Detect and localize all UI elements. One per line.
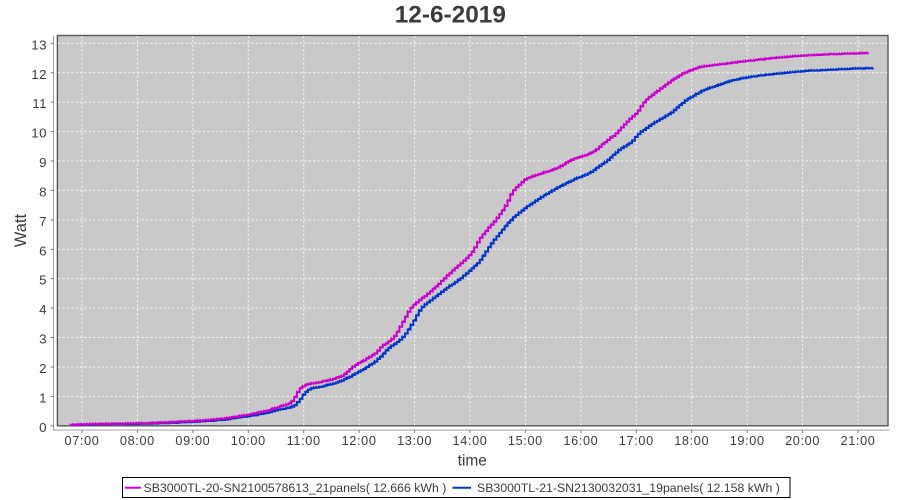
svg-text:1: 1 bbox=[39, 390, 47, 405]
svg-text:16:00: 16:00 bbox=[563, 434, 598, 448]
svg-text:9: 9 bbox=[39, 155, 47, 170]
svg-text:21:00: 21:00 bbox=[841, 434, 876, 448]
svg-text:6: 6 bbox=[39, 243, 47, 258]
svg-text:12: 12 bbox=[31, 67, 47, 82]
svg-text:07:00: 07:00 bbox=[65, 434, 100, 448]
svg-text:11: 11 bbox=[32, 96, 47, 111]
svg-text:3: 3 bbox=[39, 332, 47, 347]
svg-text:0: 0 bbox=[39, 420, 47, 435]
svg-text:SB3000TL-20-SN2100578613_21pan: SB3000TL-20-SN2100578613_21panels( 12.66… bbox=[144, 481, 447, 495]
svg-text:12-6-2019: 12-6-2019 bbox=[395, 2, 506, 29]
svg-text:08:00: 08:00 bbox=[120, 434, 155, 448]
svg-text:15:00: 15:00 bbox=[508, 434, 543, 448]
svg-text:17:00: 17:00 bbox=[619, 434, 654, 448]
svg-text:12:00: 12:00 bbox=[342, 434, 377, 448]
svg-text:7: 7 bbox=[39, 214, 47, 229]
svg-text:time: time bbox=[458, 453, 487, 470]
svg-text:20:00: 20:00 bbox=[785, 434, 820, 448]
svg-text:10:00: 10:00 bbox=[231, 434, 266, 448]
svg-text:19:00: 19:00 bbox=[730, 434, 765, 448]
svg-text:5: 5 bbox=[39, 273, 47, 288]
svg-text:SB3000TL-21-SN2130032031_19pan: SB3000TL-21-SN2130032031_19panels( 12.15… bbox=[477, 481, 780, 495]
svg-text:09:00: 09:00 bbox=[175, 434, 210, 448]
svg-text:13:00: 13:00 bbox=[397, 434, 432, 448]
svg-text:18:00: 18:00 bbox=[674, 434, 709, 448]
svg-text:4: 4 bbox=[39, 302, 47, 317]
svg-text:8: 8 bbox=[39, 184, 47, 199]
svg-text:2: 2 bbox=[39, 361, 47, 376]
svg-text:14:00: 14:00 bbox=[453, 434, 488, 448]
svg-text:11:00: 11:00 bbox=[287, 434, 321, 448]
svg-text:10: 10 bbox=[31, 126, 47, 141]
svg-text:13: 13 bbox=[31, 37, 47, 52]
svg-text:Watt: Watt bbox=[12, 214, 30, 248]
